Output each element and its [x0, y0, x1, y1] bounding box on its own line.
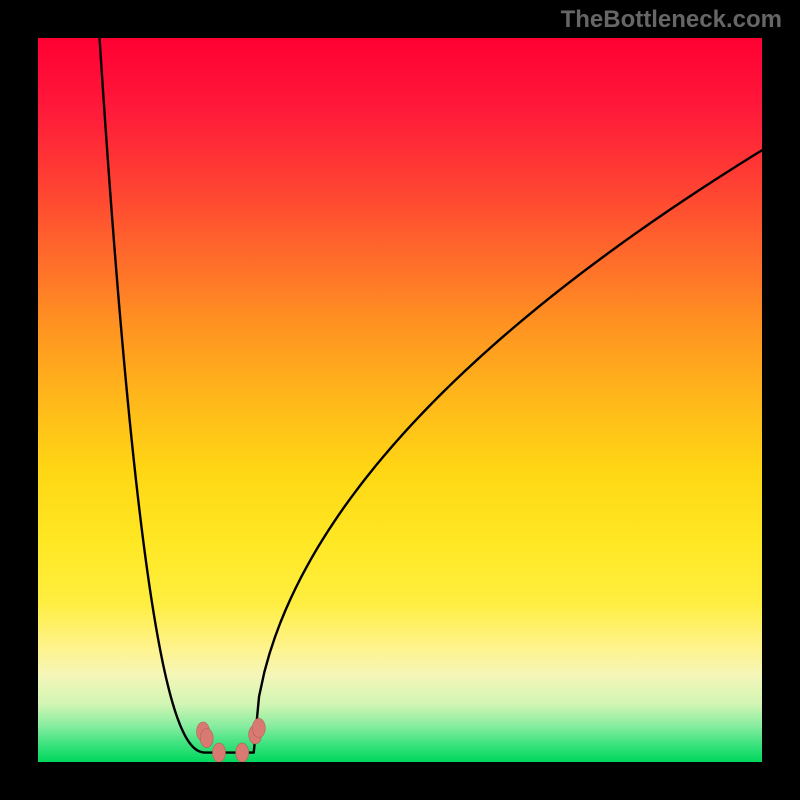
dip-marker	[236, 743, 249, 762]
plot-area	[38, 38, 762, 762]
dip-marker	[252, 718, 265, 737]
bottleneck-curve	[100, 38, 762, 753]
dip-marker	[213, 743, 226, 762]
chart-container: TheBottleneck.com	[0, 0, 800, 800]
curve-layer	[38, 38, 762, 762]
watermark-text: TheBottleneck.com	[561, 6, 782, 34]
dip-marker	[200, 729, 213, 748]
